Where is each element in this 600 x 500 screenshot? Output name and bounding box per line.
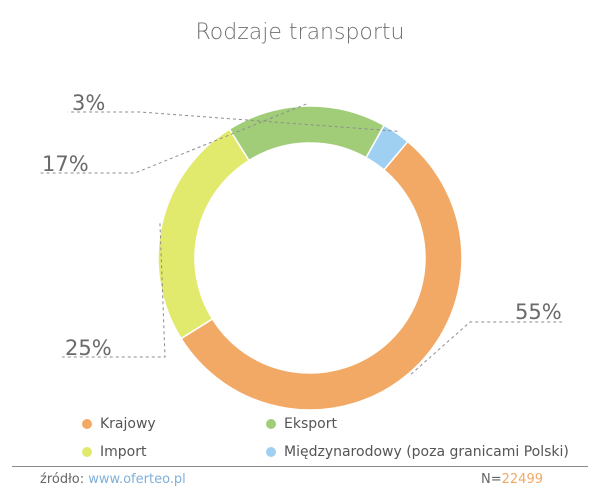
- legend-label-eksport: Eksport: [284, 416, 337, 432]
- legend-item-import: Import: [82, 444, 146, 460]
- footer-divider: [12, 466, 588, 467]
- legend-label-miedzynarodowy: Międzynarodowy (poza granicami Polski): [284, 444, 569, 460]
- donut-slice-eksport: [228, 105, 386, 162]
- leader-line-krajowy: [410, 321, 562, 375]
- chart-title: Rodzaje transportu: [195, 20, 405, 45]
- legend-item-miedzynarodowy: Międzynarodowy (poza granicami Polski): [266, 444, 569, 460]
- source-link[interactable]: www.oferteo.pl: [88, 472, 186, 487]
- legend-label-import: Import: [100, 444, 147, 460]
- legend-label-krajowy: Krajowy: [100, 416, 156, 432]
- sample-size: N=22499: [481, 472, 543, 487]
- donut-slice-import: [157, 128, 251, 340]
- data-label-midzynarodowy: 3%: [72, 91, 105, 115]
- data-label-import: 25%: [65, 336, 112, 360]
- legend-swatch-krajowy: [82, 419, 92, 429]
- sample-size-label: N=: [481, 472, 502, 487]
- legend-swatch-eksport: [266, 419, 276, 429]
- donut-slice-krajowy: [180, 140, 463, 411]
- data-label-krajowy: 55%: [515, 300, 562, 324]
- legend-swatch-miedzynarodowy: [266, 447, 276, 457]
- donut-slice-midzynarodowy: [365, 124, 409, 171]
- leader-line-eksport: [40, 103, 307, 174]
- leader-line-midzynarodowy: [68, 111, 398, 132]
- data-label-eksport: 17%: [42, 152, 89, 176]
- leader-line-import: [62, 223, 166, 358]
- legend-swatch-import: [82, 447, 92, 457]
- sample-size-value: 22499: [501, 472, 543, 487]
- donut-chart: 55% 25% 17% 3%: [40, 91, 562, 411]
- legend-item-krajowy: Krajowy: [82, 416, 156, 432]
- source-note: źródło: www.oferteo.pl: [40, 472, 186, 487]
- legend-item-eksport: Eksport: [266, 416, 337, 432]
- source-label: źródło:: [40, 472, 85, 487]
